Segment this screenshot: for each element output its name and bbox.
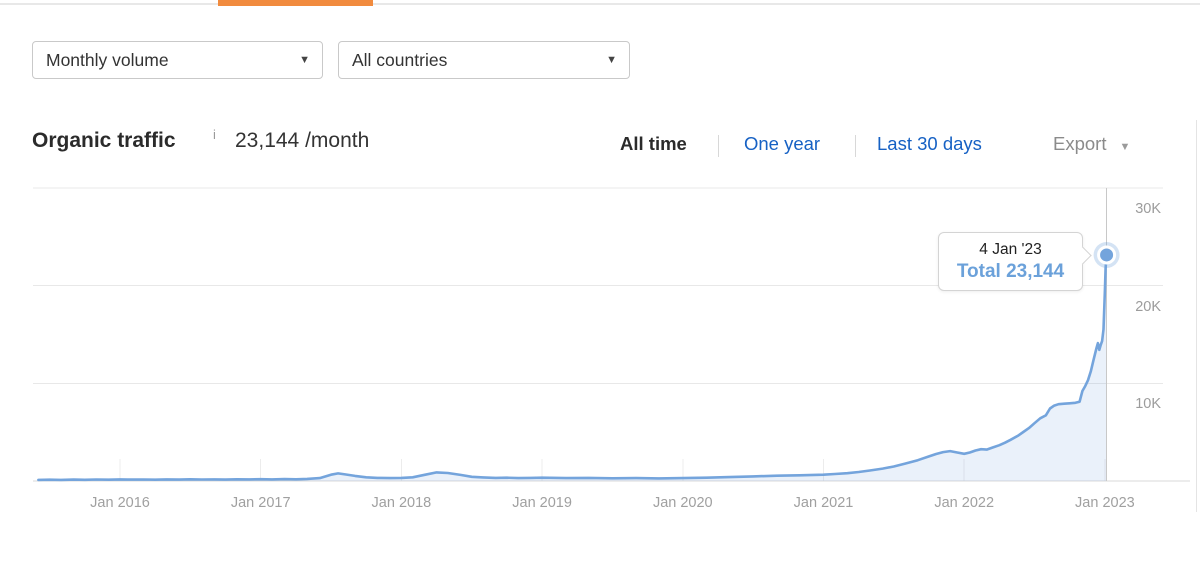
tooltip-total-value: Total 23,144 bbox=[956, 261, 1065, 282]
chevron-down-icon: ▼ bbox=[299, 54, 310, 66]
tab-one-year[interactable]: One year bbox=[744, 133, 821, 154]
tab-divider bbox=[718, 135, 719, 157]
active-tab-indicator bbox=[218, 0, 373, 6]
x-axis-label: Jan 2019 bbox=[512, 495, 572, 511]
export-label: Export bbox=[1053, 133, 1107, 154]
x-axis-label: Jan 2023 bbox=[1075, 495, 1135, 511]
data-point-marker bbox=[1097, 245, 1117, 265]
x-axis-label: Jan 2018 bbox=[371, 495, 432, 511]
country-dropdown[interactable]: All countries ▼ bbox=[338, 41, 630, 79]
y-axis-label: 20K bbox=[1135, 298, 1161, 315]
tooltip-date: 4 Jan '23 bbox=[979, 241, 1042, 258]
x-axis-label: Jan 2017 bbox=[230, 495, 291, 511]
chevron-down-icon: ▼ bbox=[606, 54, 617, 66]
chart-tooltip: 4 Jan '23 Total 23,144 bbox=[938, 232, 1083, 291]
monthly-traffic-value: 23,144 /month bbox=[235, 129, 370, 152]
y-axis-label: 10K bbox=[1135, 396, 1161, 413]
monthly-volume-dropdown[interactable]: Monthly volume ▼ bbox=[32, 41, 323, 79]
y-axis-label: 30K bbox=[1135, 201, 1161, 217]
x-axis-label: Jan 2021 bbox=[793, 495, 854, 511]
panel-right-border bbox=[1196, 120, 1197, 512]
traffic-line bbox=[37, 253, 1108, 482]
monthly-volume-dropdown-value: Monthly volume bbox=[46, 49, 169, 70]
x-axis-label: Jan 2020 bbox=[652, 495, 713, 511]
country-dropdown-value: All countries bbox=[352, 49, 448, 70]
x-axis-label: Jan 2016 bbox=[90, 495, 150, 511]
page-title: Organic traffic bbox=[32, 129, 176, 152]
x-axis-label: Jan 2022 bbox=[934, 495, 995, 511]
export-button[interactable]: Export ▼ bbox=[1053, 133, 1130, 155]
tab-all-time[interactable]: All time bbox=[620, 133, 687, 154]
chevron-down-icon: ▼ bbox=[1119, 141, 1131, 153]
tab-last-30-days[interactable]: Last 30 days bbox=[877, 133, 982, 154]
tab-divider bbox=[855, 135, 856, 157]
info-icon[interactable]: i bbox=[213, 127, 216, 142]
traffic-area-fill bbox=[38, 255, 1107, 481]
tab-bar-track bbox=[0, 3, 1200, 5]
